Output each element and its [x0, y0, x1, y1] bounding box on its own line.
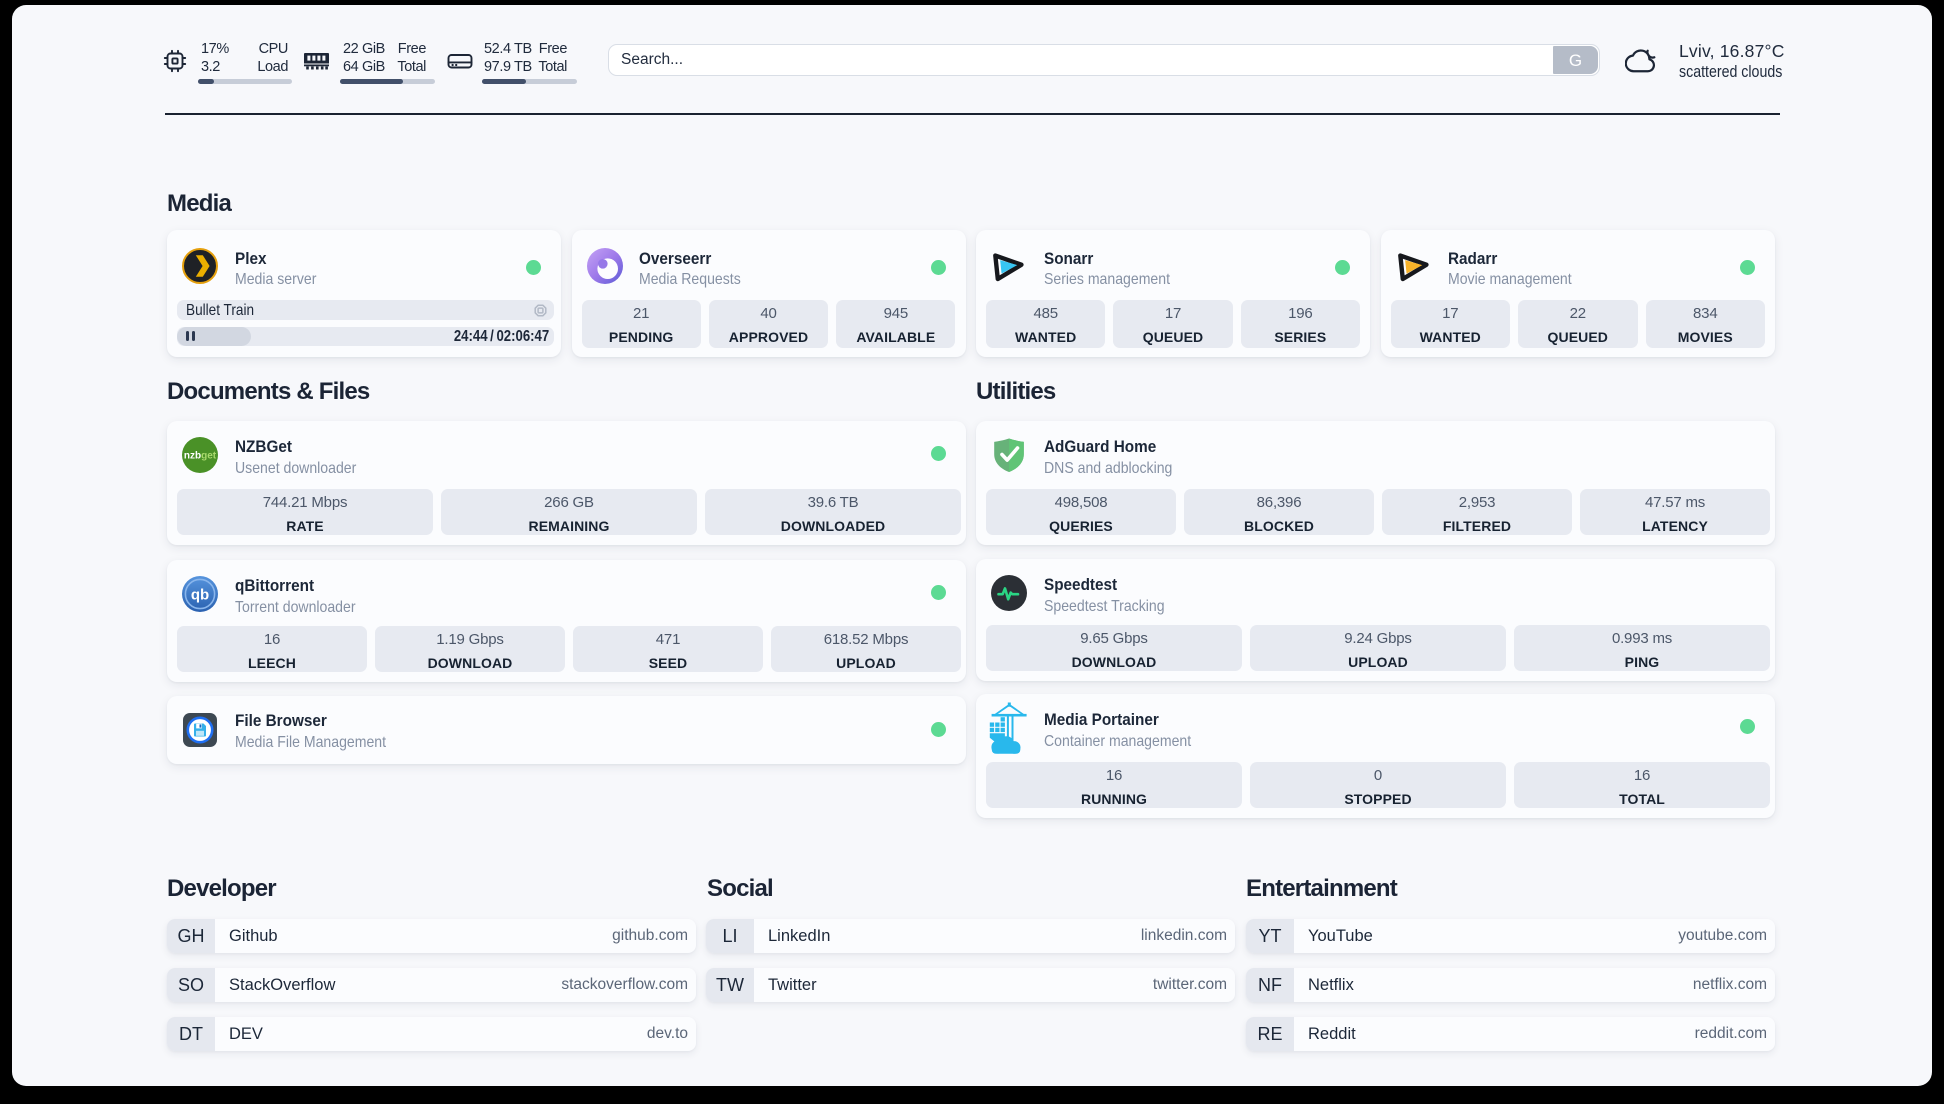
svg-text:nzbget: nzbget — [184, 451, 217, 462]
svg-text:qb: qb — [191, 586, 209, 603]
